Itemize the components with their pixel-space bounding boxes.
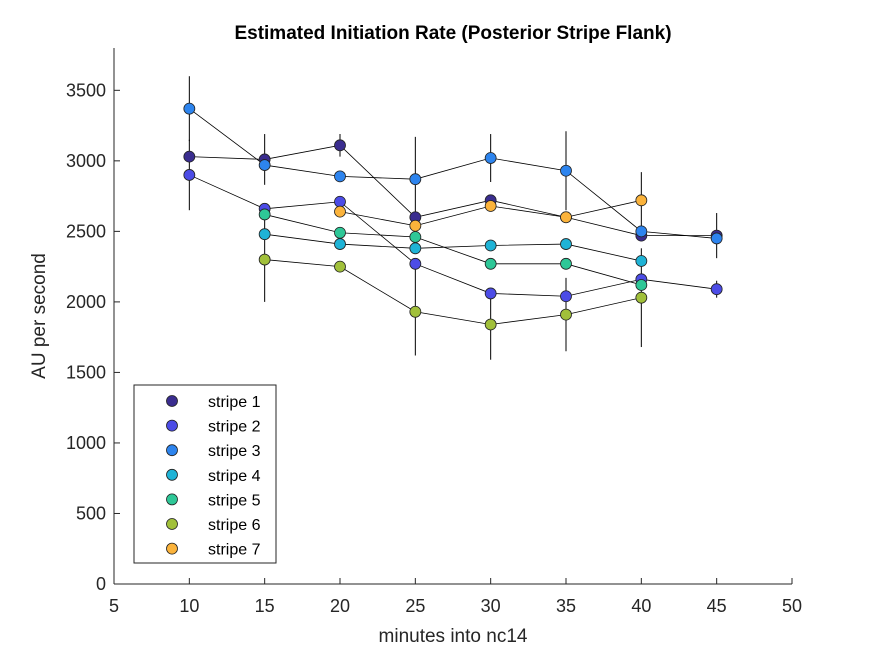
y-ticks: 0 500 1000 1500 2000 2500 3000 3500 [66,80,120,594]
x-tick-label: 35 [556,596,576,616]
y-tick-label: 2500 [66,221,106,241]
data-point [334,205,346,218]
x-tick-label: 50 [782,596,802,616]
legend-label: stripe 4 [208,468,261,485]
data-point [409,305,422,318]
data-point [484,200,497,212]
data-point [334,238,346,250]
data-point [334,195,346,208]
data-point [409,173,422,186]
data-point [183,102,196,115]
x-tick-label: 20 [330,596,350,616]
series-layer [183,76,723,360]
data-point [635,291,648,304]
x-tick-label: 5 [109,596,119,616]
x-ticks: 5 10 15 20 25 30 35 40 45 50 [109,578,802,616]
data-point [334,139,346,152]
legend-marker [166,468,178,481]
data-point [710,283,723,296]
x-tick-label: 40 [631,596,651,616]
series-line [189,144,717,237]
data-point [635,225,648,238]
legend-label: stripe 5 [208,492,261,509]
data-point [258,159,271,171]
data-point [409,242,422,255]
series-line [189,174,717,297]
data-point [258,253,271,266]
data-point [635,194,648,207]
legend-marker [166,444,178,457]
data-point [258,228,271,241]
legend-label: stripe 2 [208,419,261,436]
x-tick-label: 15 [255,596,275,616]
data-point [409,231,422,243]
x-tick-label: 10 [179,596,199,616]
data-point [635,255,648,267]
y-tick-label: 1500 [66,362,106,382]
plot-area: 5 10 15 20 25 30 35 40 45 50 0 500 1000 1500 2000 2500… [66,48,802,616]
legend-marker [166,542,178,555]
chart-title: Estimated Initiation Rate (Posterior Str… [234,23,671,44]
legend-marker [166,518,178,530]
series-line [189,108,717,239]
legend: stripe 1 stripe 2 stripe 3 stripe 4 stripe 5… [133,384,277,564]
legend-marker [166,395,178,407]
data-point [484,257,497,270]
legend-marker [166,419,178,432]
legend-label: stripe 6 [208,517,261,534]
data-point [183,169,196,181]
data-point [484,318,497,331]
y-tick-label: 3500 [66,80,106,100]
data-point [560,238,572,250]
y-axis-label: AU per second [29,253,50,379]
legend-label: stripe 1 [208,394,261,411]
data-point [484,152,497,164]
data-point [560,164,572,177]
data-point [334,170,346,183]
data-point [409,219,422,232]
y-tick-label: 2000 [66,292,106,312]
data-point [183,150,196,163]
y-tick-label: 0 [96,574,106,594]
data-point [635,279,648,291]
data-point [560,257,572,270]
data-point [560,290,572,303]
legend-marker [166,493,178,506]
data-point [258,208,271,221]
series-line [264,259,642,325]
legend-box [133,384,277,564]
data-point [560,308,572,321]
series-line [264,214,642,286]
x-tick-label: 30 [481,596,501,616]
markers [183,102,723,331]
data-point [409,257,422,270]
y-tick-label: 500 [76,503,106,523]
data-point [484,239,497,252]
x-tick-label: 25 [405,596,425,616]
y-tick-label: 3000 [66,151,106,171]
data-point [484,287,497,300]
series-line [264,233,642,262]
legend-label: stripe 7 [208,542,261,559]
x-tick-label: 45 [707,596,727,616]
data-point [560,211,572,224]
data-point [710,232,723,245]
legend-label: stripe 3 [208,443,261,460]
y-tick-label: 1000 [66,433,106,453]
data-point [334,260,346,273]
data-point [334,226,346,239]
x-axis-label: minutes into nc14 [379,626,528,647]
